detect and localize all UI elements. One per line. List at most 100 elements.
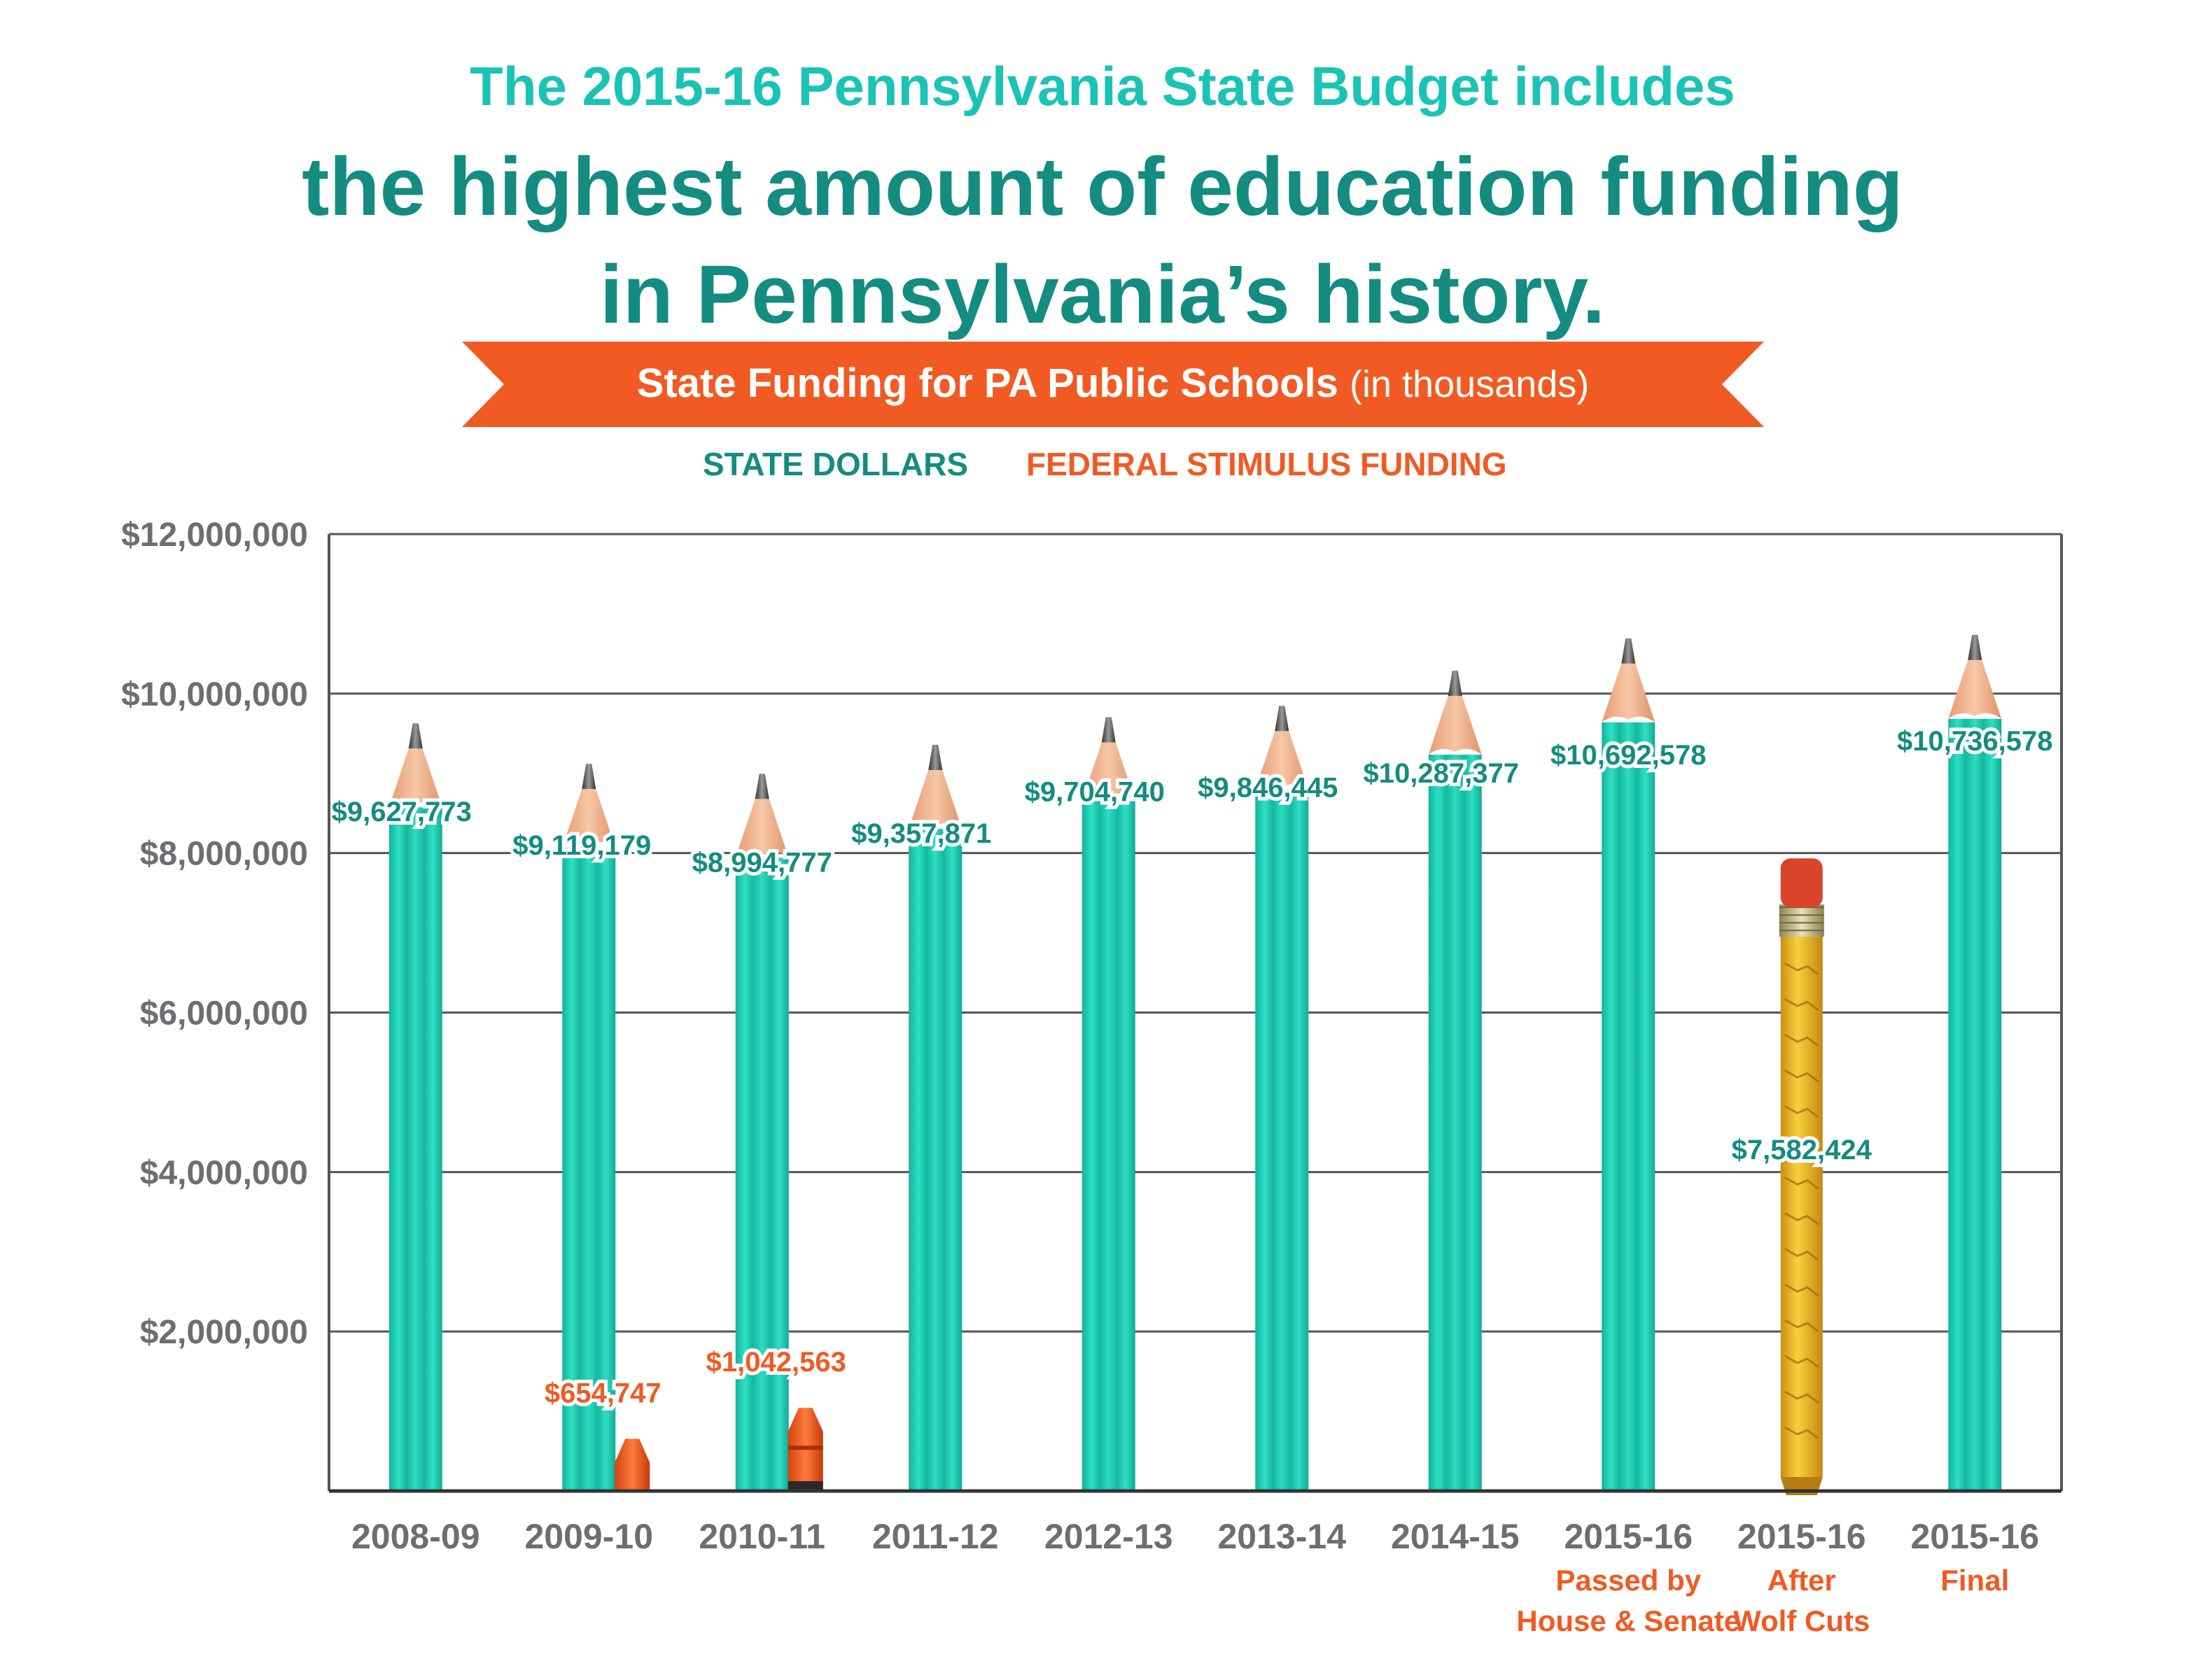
pencil-body [1948, 718, 2002, 1491]
wolf-pencil-body [1780, 935, 1823, 1477]
wolf-pencil-crack [1784, 1354, 1819, 1368]
wolf-pencil-crack [1784, 1033, 1819, 1047]
pencil-lead [1101, 717, 1116, 743]
chart-title-main: State Funding for PA Public Schools [636, 360, 1338, 406]
pencil-lead [582, 764, 596, 790]
federal-stimulus-bar [788, 1408, 823, 1491]
wolf-pencil-crack [1784, 1319, 1819, 1333]
x-tick-note: Final [1940, 1564, 2009, 1597]
state-funding-bar [1602, 638, 1656, 1491]
x-tick-label: 2009-10 [525, 1517, 654, 1556]
x-tick-label: 2015-16 [1911, 1517, 2040, 1556]
state-funding-bar [388, 723, 442, 1491]
state-funding-bar [1948, 634, 2002, 1491]
wolf-pencil-ferrule [1779, 904, 1824, 937]
pencil-lead [408, 723, 423, 749]
state-funding-bar [1428, 671, 1482, 1491]
state-value-label: $9,704,740 [1025, 776, 1165, 807]
state-value-label: $10,287,377 [1364, 758, 1519, 789]
pencil-lead [1448, 671, 1462, 696]
pencil-body [388, 807, 442, 1491]
pencil-wood-tip [1255, 731, 1309, 790]
crayon-body [615, 1438, 650, 1491]
y-tick-label: $10,000,000 [121, 676, 308, 713]
x-tick-label: 2010-11 [699, 1517, 825, 1556]
pencil-body [1082, 801, 1135, 1491]
y-tick-label: $8,000,000 [140, 836, 308, 873]
crayon-band [788, 1481, 823, 1490]
pencil-wood-tip [388, 748, 442, 808]
wolf-pencil-crack [1784, 962, 1819, 976]
pencil-lead [755, 774, 769, 799]
wolf-pencil-crack [1784, 1283, 1819, 1297]
headline-line1: The 2015-16 Pennsylvania State Budget in… [470, 55, 1735, 117]
pencil-body [1255, 790, 1309, 1491]
chart-title: State Funding for PA Public Schools (in … [462, 360, 1764, 407]
state-value-label: $9,846,445 [1198, 772, 1338, 803]
y-tick-label: $6,000,000 [140, 995, 308, 1032]
x-tick-label: 2011-12 [872, 1517, 999, 1556]
x-tick-label: 2008-09 [351, 1517, 480, 1556]
pencil-wood-tip [1428, 696, 1482, 755]
pencil-wood-tip [909, 769, 962, 829]
headline-line2: the highest amount of education funding [302, 141, 1903, 233]
state-funding-bar [735, 774, 789, 1491]
federal-stimulus-bar [615, 1438, 650, 1491]
state-value-label: $9,627,773 [332, 797, 472, 827]
x-tick-label: 2012-13 [1044, 1517, 1173, 1556]
pencil-body [562, 848, 616, 1491]
pencil-body [1602, 722, 1656, 1491]
x-tick-note: Passed by [1555, 1564, 1701, 1597]
headline-line3: in Pennsylvania’s history. [599, 248, 1606, 341]
x-tick-note: Wolf Cuts [1733, 1604, 1870, 1637]
pencil-wood-tip [562, 789, 616, 848]
wolf-pencil-eraser [1780, 858, 1823, 908]
pencil-wood-tip [1602, 663, 1656, 722]
state-value-label: $10,736,578 [1897, 726, 2052, 757]
legend-federal-stimulus: FEDERAL STIMULUS FUNDING [1026, 446, 1507, 482]
x-tick-label: 2015-16 [1737, 1517, 1866, 1556]
wolf-pencil-crack [1784, 997, 1819, 1011]
y-tick-label: $4,000,000 [140, 1154, 308, 1191]
state-funding-bar [1779, 858, 1824, 1495]
legend-state-dollars: STATE DOLLARS [703, 446, 969, 482]
pencil-lead [1968, 634, 1982, 660]
x-tick-note: After [1768, 1564, 1836, 1597]
pencil-wood-tip [1948, 659, 2002, 719]
x-tick-label: 2014-15 [1391, 1517, 1520, 1556]
crayon-stripe [788, 1446, 823, 1450]
pencil-wood-tip [735, 799, 789, 858]
wolf-pencil-crack [1784, 1105, 1819, 1119]
pencil-lead [1621, 638, 1636, 664]
state-value-label: $9,119,179 [512, 830, 651, 861]
x-tick-label: 2015-16 [1564, 1517, 1693, 1556]
state-value-label: $9,357,871 [851, 818, 991, 849]
pencil-lead [928, 744, 943, 770]
chart-title-unit: (in thousands) [1350, 363, 1590, 405]
wolf-pencil-crack [1784, 1176, 1819, 1190]
state-value-label: $10,692,578 [1550, 740, 1706, 771]
federal-value-label: $1,042,563 [706, 1347, 846, 1378]
wolf-pencil-crack [1784, 1247, 1819, 1261]
pencil-wood-tip [1082, 742, 1135, 802]
wolf-pencil-crack [1784, 1390, 1819, 1404]
wolf-pencil-crack [1784, 1069, 1819, 1083]
state-funding-bar [909, 744, 962, 1491]
wolf-pencil-crack [1784, 1426, 1819, 1440]
banner-ribbon [462, 342, 1764, 427]
state-funding-bar [1255, 706, 1309, 1491]
wolf-pencil-crack [1784, 1140, 1819, 1154]
state-value-label: $7,582,424 [1732, 1135, 1872, 1166]
federal-value-label: $654,747 [545, 1378, 662, 1408]
pencil-body [735, 858, 789, 1491]
wolf-pencil-crack [1784, 1212, 1819, 1226]
y-tick-label: $2,000,000 [140, 1314, 308, 1351]
state-value-label: $8,994,777 [692, 847, 832, 878]
state-funding-bar [562, 764, 616, 1491]
x-tick-label: 2013-14 [1218, 1517, 1347, 1556]
y-tick-label: $12,000,000 [121, 517, 308, 554]
headline-main: the highest amount of education funding … [0, 133, 2205, 349]
x-tick-note: House & Senate [1516, 1604, 1740, 1637]
